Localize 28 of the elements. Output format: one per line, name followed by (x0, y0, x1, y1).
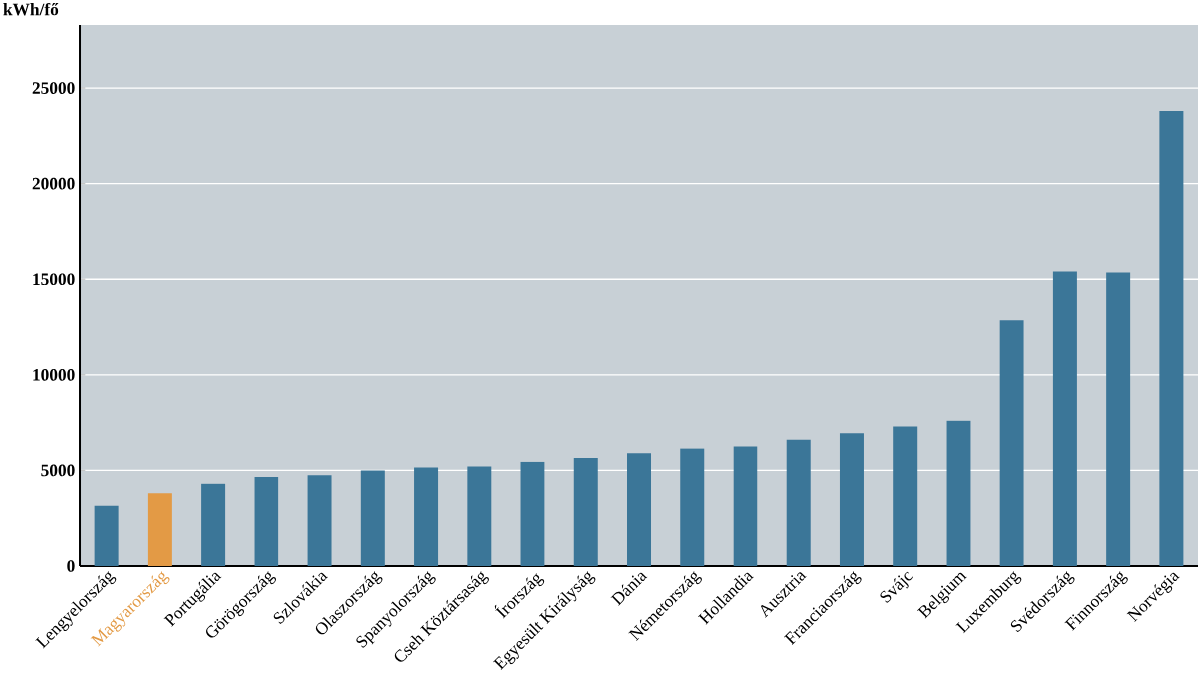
y-tick-label: 25000 (32, 82, 75, 94)
bar (360, 470, 385, 566)
bar (839, 433, 864, 566)
y-axis-title: kWh/fő (3, 2, 59, 16)
bar (573, 457, 598, 566)
bar (627, 453, 652, 566)
bar (893, 426, 918, 566)
bar (254, 477, 279, 566)
y-tick-label: 5000 (41, 464, 75, 477)
bar (999, 320, 1024, 566)
bar (680, 448, 705, 566)
y-tick-label: 15000 (33, 273, 75, 286)
bar (467, 466, 492, 566)
y-tick-label: 10000 (33, 368, 75, 381)
y-tick-label: 20000 (32, 177, 75, 190)
bar (733, 446, 758, 566)
bar (1052, 271, 1077, 566)
bar (147, 493, 172, 566)
bar (1159, 111, 1184, 566)
bar (1106, 272, 1131, 566)
y-tick-label: 0 (67, 560, 75, 572)
bar (94, 505, 119, 566)
bar (786, 439, 811, 566)
bar (201, 483, 226, 566)
bar (946, 420, 971, 566)
bar (520, 461, 545, 566)
bar (414, 467, 439, 566)
bar (307, 475, 332, 566)
